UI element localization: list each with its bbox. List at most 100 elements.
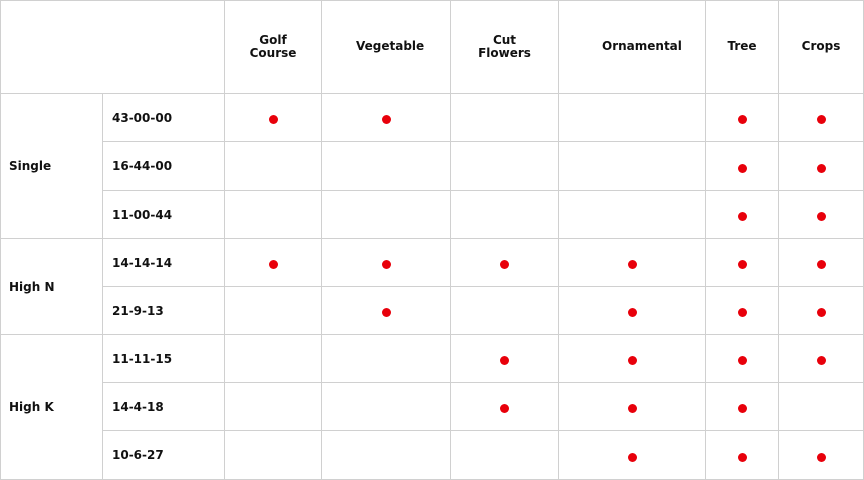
mark-cell <box>706 239 779 287</box>
group-cell-text: High K <box>9 400 54 414</box>
mark-cell <box>225 287 322 335</box>
grade-cell-text: 14-4-18 <box>112 399 164 414</box>
dot <box>627 404 637 413</box>
column-header: Tree <box>706 1 779 94</box>
mark-cell <box>322 287 451 335</box>
dot <box>627 356 637 365</box>
mark-cell <box>225 431 322 480</box>
dot <box>816 356 826 365</box>
mark-cell <box>451 287 559 335</box>
group-cell: High N <box>1 239 103 335</box>
dot <box>500 404 509 413</box>
dot <box>268 115 278 124</box>
mark-cell <box>559 431 706 480</box>
mark-cell <box>322 335 451 383</box>
column-header-text: Vegetable <box>356 39 425 53</box>
group-cell: Single <box>1 94 103 239</box>
column-header: Crops <box>779 1 864 94</box>
mark-cell <box>322 142 451 191</box>
grade-cell: 43-00-00 <box>103 94 225 142</box>
mark-cell <box>451 191 559 239</box>
grade-cell-text: 43-00-00 <box>112 110 173 125</box>
mark-cell <box>706 431 779 480</box>
mark-cell <box>706 335 779 383</box>
grade-cell-text: 11-11-15 <box>112 351 173 366</box>
mark-cell <box>779 431 864 480</box>
mark-cell <box>451 383 559 431</box>
corner-cell <box>1 1 225 94</box>
dot <box>737 308 747 317</box>
mark-cell <box>779 287 864 335</box>
column-header: Cut Flowers <box>451 1 559 94</box>
dot <box>381 260 391 269</box>
mark-cell <box>706 94 779 142</box>
mark-cell <box>559 142 706 191</box>
dot <box>737 163 747 173</box>
mark-cell <box>706 191 779 239</box>
mark-cell <box>225 191 322 239</box>
dot <box>737 115 747 124</box>
grade-cell: 10-6-27 <box>103 431 225 480</box>
mark-cell <box>706 287 779 335</box>
dot <box>816 308 826 317</box>
mark-cell <box>706 383 779 431</box>
mark-cell <box>451 239 559 287</box>
group-cell: High K <box>1 335 103 480</box>
grade-cell: 11-11-15 <box>103 335 225 383</box>
mark-cell <box>779 383 864 431</box>
group-cell-text: Single <box>9 159 52 173</box>
mark-cell <box>225 383 322 431</box>
mark-cell <box>559 287 706 335</box>
grade-cell-text: 21-9-13 <box>112 303 164 318</box>
group-cell-text: High N <box>9 279 55 294</box>
grade-cell-text: 14-14-14 <box>112 255 173 270</box>
mark-cell <box>451 431 559 480</box>
dot <box>737 356 747 365</box>
mark-cell <box>559 335 706 383</box>
mark-cell <box>779 142 864 191</box>
mark-cell <box>559 191 706 239</box>
mark-cell <box>559 383 706 431</box>
column-header: Ornamental <box>559 1 706 94</box>
mark-cell <box>322 431 451 480</box>
dot <box>500 356 509 365</box>
column-header-text: Cut Flowers <box>478 32 531 60</box>
grade-cell-text: 11-00-44 <box>112 207 173 222</box>
grade-cell: 21-9-13 <box>103 287 225 335</box>
grade-cell: 14-4-18 <box>103 383 225 431</box>
mark-cell <box>559 239 706 287</box>
dot <box>627 260 637 269</box>
dot <box>816 260 826 269</box>
mark-cell <box>322 191 451 239</box>
dot <box>627 308 637 317</box>
mark-cell <box>225 335 322 383</box>
mark-cell <box>779 191 864 239</box>
grade-cell: 16-44-00 <box>103 142 225 191</box>
column-header-text: Crops <box>801 39 841 53</box>
mark-cell <box>225 142 322 191</box>
grade-cell: 11-00-44 <box>103 191 225 239</box>
dot <box>816 452 826 462</box>
dot <box>816 115 826 124</box>
column-header: Golf Course <box>225 1 322 94</box>
mark-cell <box>706 142 779 191</box>
dot <box>816 212 826 221</box>
dot <box>737 212 747 221</box>
dot <box>381 115 391 124</box>
mark-cell <box>225 239 322 287</box>
mark-cell <box>451 142 559 191</box>
grade-cell: 14-14-14 <box>103 239 225 287</box>
column-header-text: Golf Course <box>249 32 297 60</box>
mark-cell <box>322 383 451 431</box>
mark-cell <box>451 335 559 383</box>
dot <box>627 452 637 462</box>
mark-cell <box>559 94 706 142</box>
dot <box>737 404 747 413</box>
mark-cell <box>451 94 559 142</box>
grade-cell-text: 16-44-00 <box>112 159 173 173</box>
dot <box>268 260 278 269</box>
dot <box>816 163 826 173</box>
mark-cell <box>779 94 864 142</box>
mark-cell <box>322 94 451 142</box>
